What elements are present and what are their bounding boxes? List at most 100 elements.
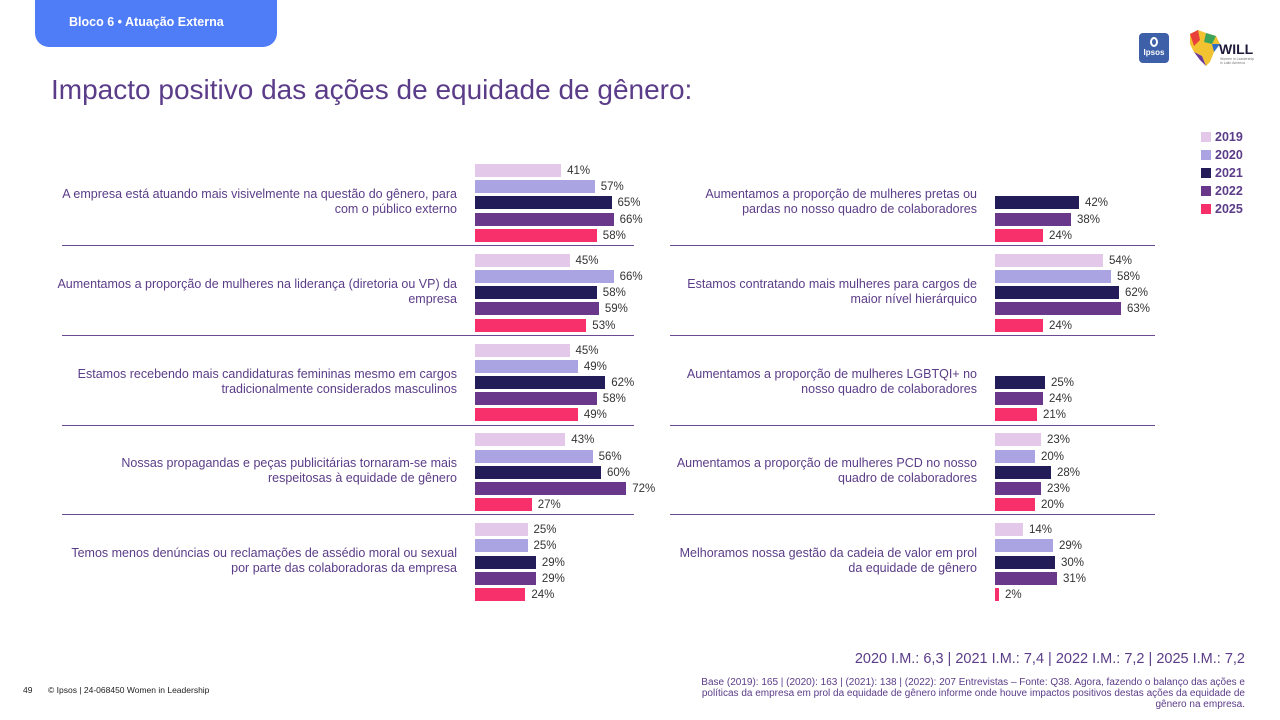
legend-item-2019: 2019 xyxy=(1201,128,1243,146)
data-label-left-3-2022: 72% xyxy=(632,483,656,495)
legend-swatch-2020 xyxy=(1201,150,1211,160)
category-label-right-0: Aumentamos a proporção de mulheres preta… xyxy=(705,186,977,216)
bar-left-3-2021 xyxy=(475,465,601,479)
bar-left-3-2025 xyxy=(475,498,532,512)
data-label-right-1-2019: 54% xyxy=(1109,254,1133,267)
data-label-right-3-2019: 23% xyxy=(1047,434,1071,447)
data-label-left-0-2019: 41% xyxy=(567,165,591,177)
bar-left-4-2020 xyxy=(475,539,528,553)
bar-left-2-2020 xyxy=(475,359,578,373)
data-label-right-0-2025: 24% xyxy=(1049,229,1073,242)
data-label-left-1-2019: 45% xyxy=(575,254,599,267)
section-tag: Bloco 6 • Atuação Externa xyxy=(35,0,277,47)
bar-right-1-2021 xyxy=(995,286,1119,300)
copyright: © Ipsos | 24-068450 Women in Leadership xyxy=(48,685,210,695)
data-label-left-1-2025: 53% xyxy=(592,319,616,332)
data-label-left-2-2022: 58% xyxy=(602,393,626,406)
data-label-right-4-2022: 31% xyxy=(1063,572,1087,585)
bar-left-1-2021 xyxy=(475,286,597,300)
category-label-right-3: Aumentamos a proporção de mulheres PCD n… xyxy=(676,456,977,486)
data-label-right-4-2021: 30% xyxy=(1061,556,1085,569)
bar-right-4-2019 xyxy=(995,523,1023,537)
data-label-left-1-2020: 66% xyxy=(619,271,643,283)
data-label-left-3-2025: 27% xyxy=(537,499,561,512)
legend-swatch-2025 xyxy=(1201,204,1211,214)
bar-left-0-2025 xyxy=(475,228,597,242)
data-label-left-4-2021: 29% xyxy=(541,556,565,569)
separator-right-3 xyxy=(670,514,1155,516)
data-label-right-1-2021: 62% xyxy=(1125,287,1149,300)
bar-right-3-2025 xyxy=(995,498,1035,512)
separator-left-2 xyxy=(62,424,634,426)
legend-label-2022: 2022 xyxy=(1215,184,1243,198)
data-label-right-4-2019: 14% xyxy=(1029,524,1053,537)
data-label-right-2-2022: 24% xyxy=(1049,393,1073,406)
bar-right-3-2022 xyxy=(995,482,1041,495)
separator-right-2 xyxy=(670,424,1155,426)
data-label-right-0-2021: 42% xyxy=(1085,197,1109,210)
separator-right-1 xyxy=(670,334,1155,336)
bar-left-4-2022 xyxy=(475,571,536,585)
bar-right-2-2025 xyxy=(995,408,1037,422)
bar-left-0-2021 xyxy=(475,196,612,210)
data-label-right-3-2021: 28% xyxy=(1057,466,1081,479)
bar-right-3-2020 xyxy=(995,449,1035,463)
data-label-left-4-2022: 29% xyxy=(541,572,565,585)
bar-left-2-2025 xyxy=(475,408,578,422)
data-label-right-0-2022: 38% xyxy=(1077,213,1101,226)
bar-right-4-2021 xyxy=(995,555,1055,569)
bar-left-3-2019 xyxy=(475,433,566,447)
data-label-left-4-2020: 25% xyxy=(533,540,557,553)
bar-left-1-2020 xyxy=(475,270,614,283)
legend-label-2020: 2020 xyxy=(1215,148,1243,162)
im-summary: 2020 I.M.: 6,3 | 2021 I.M.: 7,4 | 2022 I… xyxy=(854,651,1245,667)
bar-left-1-2019 xyxy=(475,253,570,267)
legend-swatch-2019 xyxy=(1201,132,1211,142)
bar-left-1-2025 xyxy=(475,318,587,332)
bar-right-1-2022 xyxy=(995,302,1121,316)
data-label-right-4-2025: 2% xyxy=(1005,589,1022,601)
data-label-left-0-2020: 57% xyxy=(600,181,624,194)
will-logo-mark xyxy=(1190,30,1220,66)
legend-item-2021: 2021 xyxy=(1201,164,1243,182)
bar-right-2-2021 xyxy=(995,376,1045,389)
legend-label-2021: 2021 xyxy=(1215,166,1243,180)
bar-left-0-2020 xyxy=(475,180,595,194)
bar-right-0-2025 xyxy=(995,228,1043,242)
bar-left-1-2022 xyxy=(475,302,599,316)
bar-right-3-2019 xyxy=(995,433,1041,447)
bar-left-4-2025 xyxy=(475,588,526,601)
bar-left-2-2022 xyxy=(475,392,597,406)
bar-right-4-2022 xyxy=(995,571,1057,585)
bar-left-3-2020 xyxy=(475,449,593,463)
category-label-left-1: Aumentamos a proporção de mulheres na li… xyxy=(57,276,457,306)
data-label-left-0-2021: 65% xyxy=(617,197,641,210)
legend-swatch-2021 xyxy=(1201,168,1211,178)
bar-right-4-2025 xyxy=(995,588,999,601)
ipsos-logo-text: Ipsos xyxy=(1143,48,1165,57)
bar-left-2-2019 xyxy=(475,343,570,357)
data-label-right-2-2021: 25% xyxy=(1051,377,1075,389)
bar-right-2-2022 xyxy=(995,392,1043,406)
data-label-left-2-2025: 49% xyxy=(583,409,607,422)
data-label-right-2-2025: 21% xyxy=(1043,409,1067,422)
separator-left-0 xyxy=(62,245,634,246)
data-label-left-0-2022: 66% xyxy=(619,213,643,226)
bar-right-3-2021 xyxy=(995,465,1051,479)
data-label-left-0-2025: 58% xyxy=(602,229,626,242)
bar-left-3-2022 xyxy=(475,482,627,495)
data-label-left-4-2025: 24% xyxy=(531,589,555,601)
data-label-left-2-2019: 45% xyxy=(575,344,599,357)
will-logo-text: WILL xyxy=(1219,41,1254,57)
page-title: Impacto positivo das ações de equidade d… xyxy=(51,74,693,105)
data-label-right-4-2020: 29% xyxy=(1059,540,1083,553)
data-label-left-1-2021: 58% xyxy=(602,287,626,300)
separator-left-3 xyxy=(62,514,634,516)
separator-right-0 xyxy=(670,245,1155,246)
will-logo: WILL Women in Leadership in Latin Americ… xyxy=(1186,26,1256,68)
bar-left-0-2022 xyxy=(475,212,614,226)
category-label-right-2: Aumentamos a proporção de mulheres LGBTQ… xyxy=(686,366,977,396)
legend-item-2022: 2022 xyxy=(1201,182,1243,200)
data-label-left-2-2021: 62% xyxy=(611,377,635,389)
legend-label-2019: 2019 xyxy=(1215,130,1243,144)
